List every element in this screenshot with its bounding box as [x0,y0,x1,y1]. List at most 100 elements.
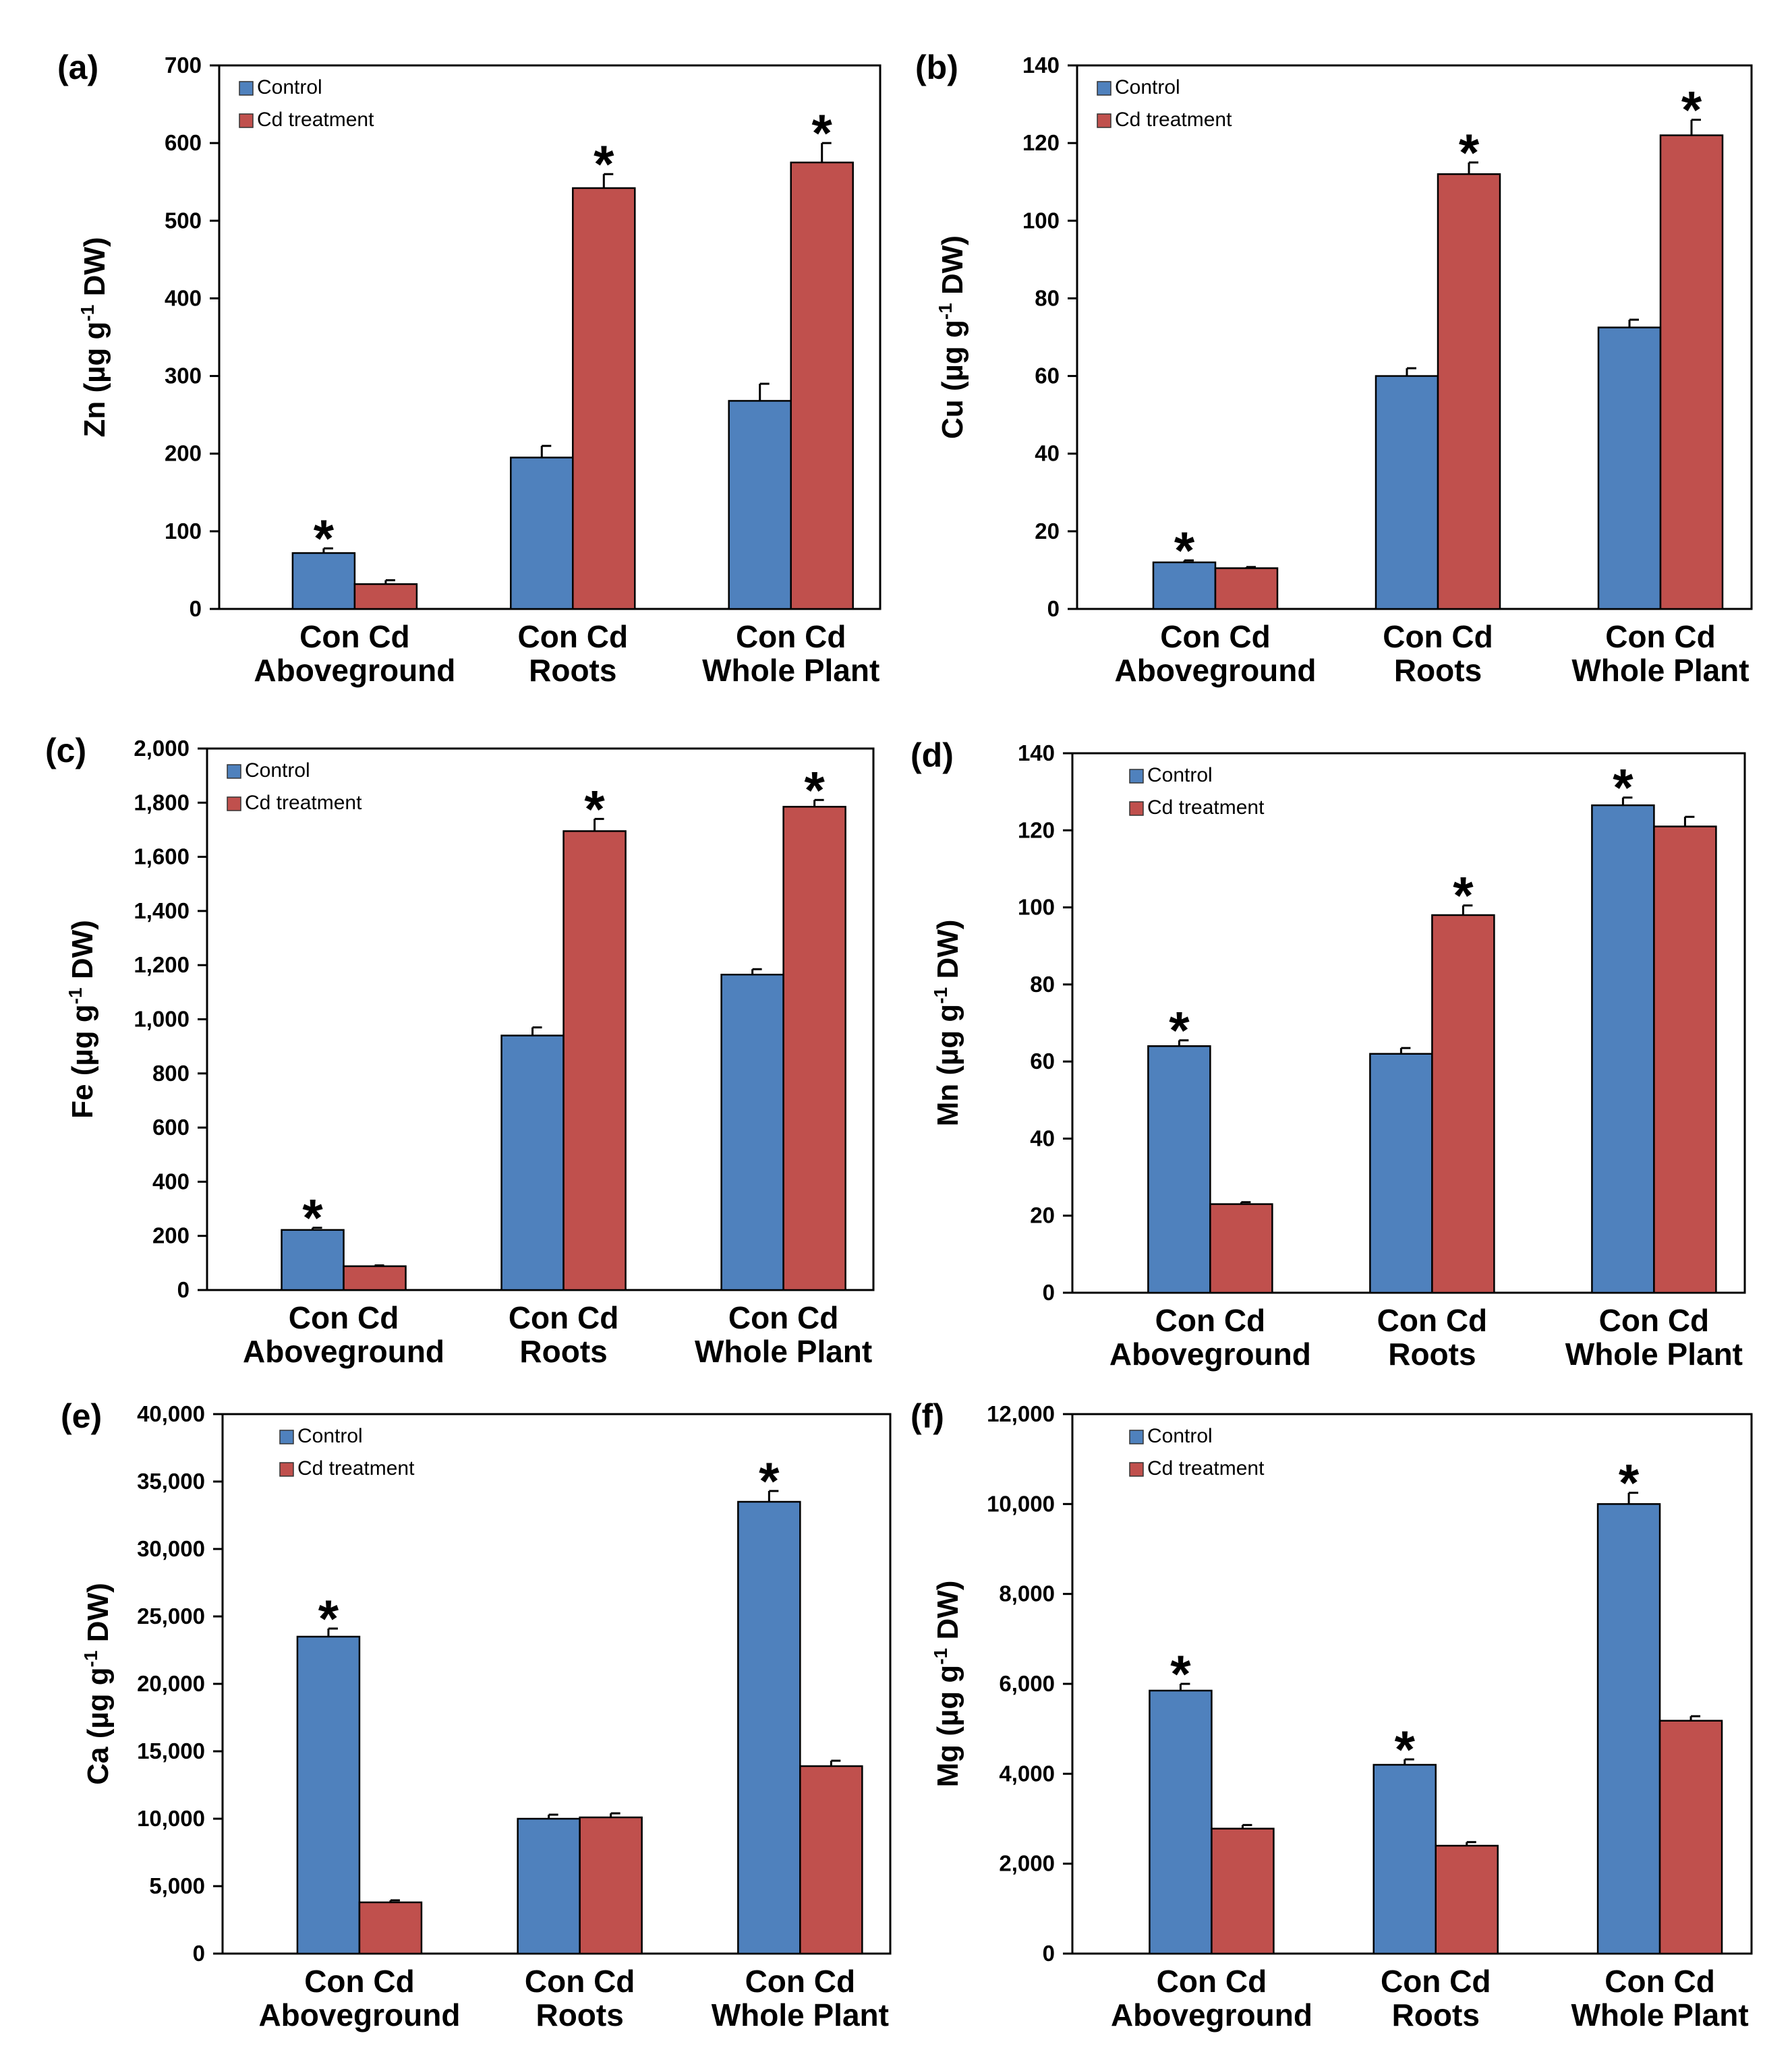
significance-asterisk: * [812,103,833,163]
x-category-label: Aboveground [1111,1997,1312,2032]
y-tick-label: 0 [193,1941,205,1966]
y-axis-title-tail: DW) [936,235,969,303]
legend-label: Control [1147,764,1213,786]
legend-swatch-control [1129,769,1144,784]
x-category-label: Aboveground [254,653,455,688]
bar-cd-aboveground [1214,567,1279,610]
bar-control-whole-plant [1596,1503,1661,1955]
legend-swatch-control [239,81,254,96]
y-axis-title-main: Ca (µg g [82,1667,115,1784]
legend: Control Cd treatment [1097,76,1232,131]
legend-swatch-cd [1129,1462,1144,1477]
bar-cd-aboveground [343,1265,407,1291]
bar-control-whole-plant [728,400,792,610]
y-axis-title-superscript: -1 [65,987,86,1004]
y-tick-label: 120 [1022,130,1060,155]
legend-swatch-cd [1129,801,1144,816]
bar-cd-whole-plant [782,806,846,1291]
significance-asterisk: * [302,1188,323,1248]
x-bar-labels: Con Cd [509,1300,619,1335]
bar-control-aboveground [1147,1045,1211,1294]
bar-control-whole-plant [1591,804,1655,1294]
y-tick-label: 1,600 [134,844,190,869]
legend-swatch-cd [227,796,241,811]
y-tick-label: 40 [1035,441,1060,466]
chart-panel-c: 0 200 400 600 800 1,000 1,200 1,400 1,600 1,800 2,… [45,732,875,1369]
bar-cd-roots [1431,914,1495,1294]
x-category-label: Whole Plant [702,653,879,688]
x-category-label: Roots [519,1334,607,1369]
y-axis-title-tail: DW) [931,920,964,987]
y-axis-title-tail: DW) [78,237,111,304]
x-category-label: Roots [529,653,616,688]
y-tick-label: 1,000 [134,1007,190,1032]
y-tick-label: 2,000 [134,736,190,761]
y-tick-label: 6,000 [999,1671,1055,1696]
significance-asterisk: * [1681,80,1702,140]
panel-label: (c) [45,732,86,769]
y-tick-label: 30,000 [137,1536,205,1561]
y-tick-label: 2,000 [999,1851,1055,1876]
legend: Control Cd treatment [1129,764,1265,819]
y-tick-label: 25,000 [137,1604,205,1629]
legend-label: Cd treatment [1115,109,1232,131]
y-axis-title: Cu (µg g-1 DW) [935,235,969,439]
y-tick-label: 100 [1022,208,1060,233]
y-tick-label: 1,400 [134,898,190,923]
panel-label: (f) [911,1397,944,1435]
y-tick-label: 10,000 [137,1806,205,1831]
x-category-label: Roots [536,1997,623,2032]
bar-control-whole-plant [1597,326,1662,610]
x-bar-labels: Con Cd [1155,1303,1266,1338]
bar-control-aboveground [296,1635,361,1955]
y-axis-title-tail: DW) [82,1583,115,1650]
y-axis-title-superscript: -1 [77,305,98,322]
bar-control-roots [1372,1763,1437,1955]
chart-panel-f: 0 2,000 4,000 6,000 8,000 10,000 12,000 Mg (µg … [911,1397,1753,2032]
y-tick-label: 800 [152,1061,190,1086]
bar-cd-roots [1437,173,1501,610]
bar-control-whole-plant [720,974,784,1291]
legend-label: Cd treatment [297,1457,415,1480]
y-tick-label: 1,800 [134,790,190,815]
y-tick-label: 140 [1018,740,1055,765]
bar-cd-whole-plant [1659,134,1724,610]
x-bar-labels: Con Cd [745,1964,856,1999]
y-axis-title-superscript: -1 [930,987,951,1004]
x-bar-labels: Con Cd [518,619,629,654]
x-bar-labels: Con Cd [299,619,410,654]
x-category-label: Aboveground [258,1997,460,2032]
chart-panel-e: 0 5,000 10,000 15,000 20,000 25,000 30,000 35,0… [61,1397,892,2032]
bar-control-roots [1369,1053,1433,1294]
x-category-label: Aboveground [1115,653,1317,688]
y-tick-label: 200 [152,1223,190,1248]
legend-swatch-cd [239,113,254,128]
legend-swatch-control [1097,81,1111,96]
y-tick-label: 140 [1022,53,1060,78]
bar-control-whole-plant [737,1500,801,1955]
y-axis-title-superscript: -1 [930,1648,951,1665]
significance-asterisk: * [314,508,335,568]
y-tick-label: 60 [1030,1049,1055,1074]
legend-label: Control [297,1425,363,1447]
legend-swatch-control [1129,1430,1144,1444]
x-bar-labels: Con Cd [1605,1964,1715,1999]
chart-panel-b: 0 20 40 60 80 100 120 140 Cu (µg g-1 DW) (b) * * * Co… [915,49,1753,688]
y-tick-label: 100 [165,519,202,544]
legend-label: Cd treatment [257,109,374,131]
chart-panel-d: 0 20 40 60 80 100 120 140 Mn (µg g-1 DW) (d) * * * Co… [911,736,1746,1372]
x-category-label: Whole Plant [695,1334,872,1369]
y-tick-label: 120 [1018,817,1055,842]
legend: Control Cd treatment [279,1425,415,1480]
y-tick-label: 500 [165,208,202,233]
significance-asterisk: * [804,760,825,819]
x-category-label: Whole Plant [1565,1337,1743,1372]
x-bar-labels: Con Cd [1599,1303,1710,1338]
legend-label: Control [245,759,310,782]
legend-swatch-control [227,764,241,779]
legend-swatch-control [279,1430,294,1444]
bar-cd-whole-plant [790,161,854,610]
y-tick-label: 8,000 [999,1581,1055,1606]
x-bar-labels: Con Cd [289,1300,399,1335]
